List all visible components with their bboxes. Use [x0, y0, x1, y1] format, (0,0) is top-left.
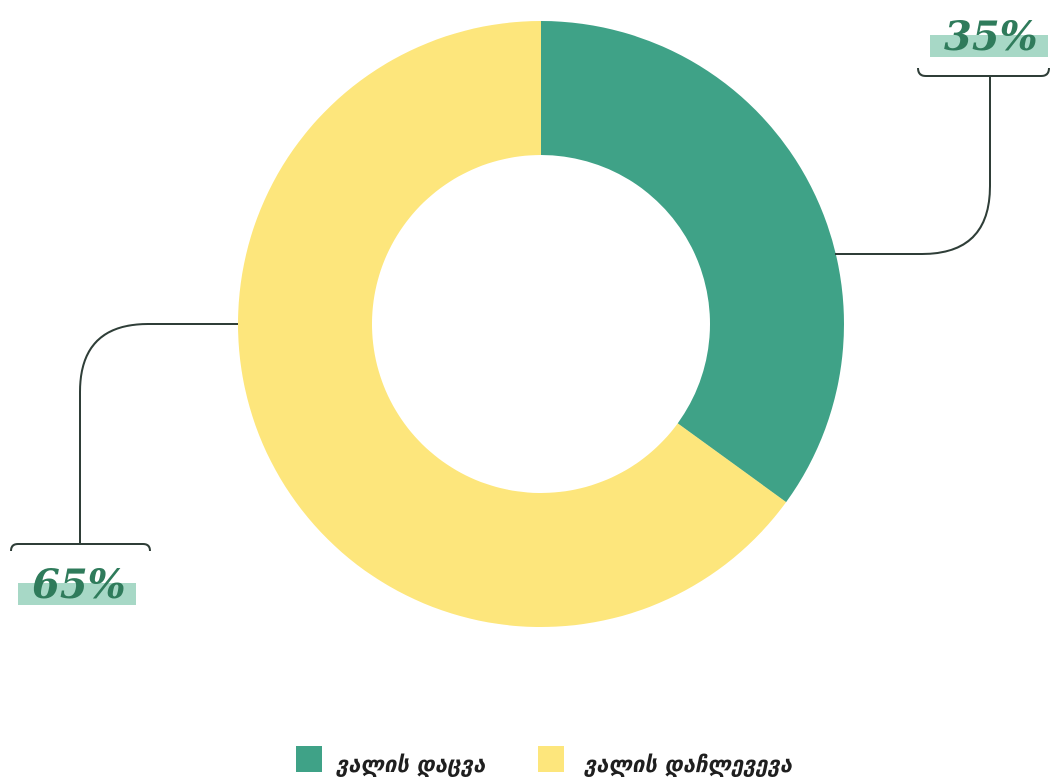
label-highlight-slice-1: [18, 583, 136, 605]
leader-line-slice-0: [835, 67, 1050, 255]
legend-swatch-slice-1: [538, 746, 564, 772]
donut-slice-1: [237, 21, 787, 628]
label-highlight-slice-0: [930, 35, 1048, 57]
percent-label-slice-1: 65%: [32, 561, 126, 608]
leader-line-slice-1: [10, 323, 238, 552]
legend-item-slice-1: ვალის დაჩლევევა: [538, 746, 793, 778]
callout-slice-1: 65%: [10, 323, 238, 608]
legend-item-slice-0: ვალის დაცვა: [296, 746, 486, 778]
legend-label-slice-0: ვალის დაცვა: [335, 753, 486, 778]
legend-swatch-slice-0: [296, 746, 322, 772]
percent-label-slice-0: 35%: [944, 13, 1038, 60]
legend: ვალის დაცვა ვალის დაჩლევევა: [296, 746, 793, 778]
donut-slice-0: [541, 21, 844, 503]
donut-slices: [237, 21, 844, 628]
callout-slice-0: 35%: [835, 13, 1050, 255]
legend-label-slice-1: ვალის დაჩლევევა: [583, 753, 793, 778]
